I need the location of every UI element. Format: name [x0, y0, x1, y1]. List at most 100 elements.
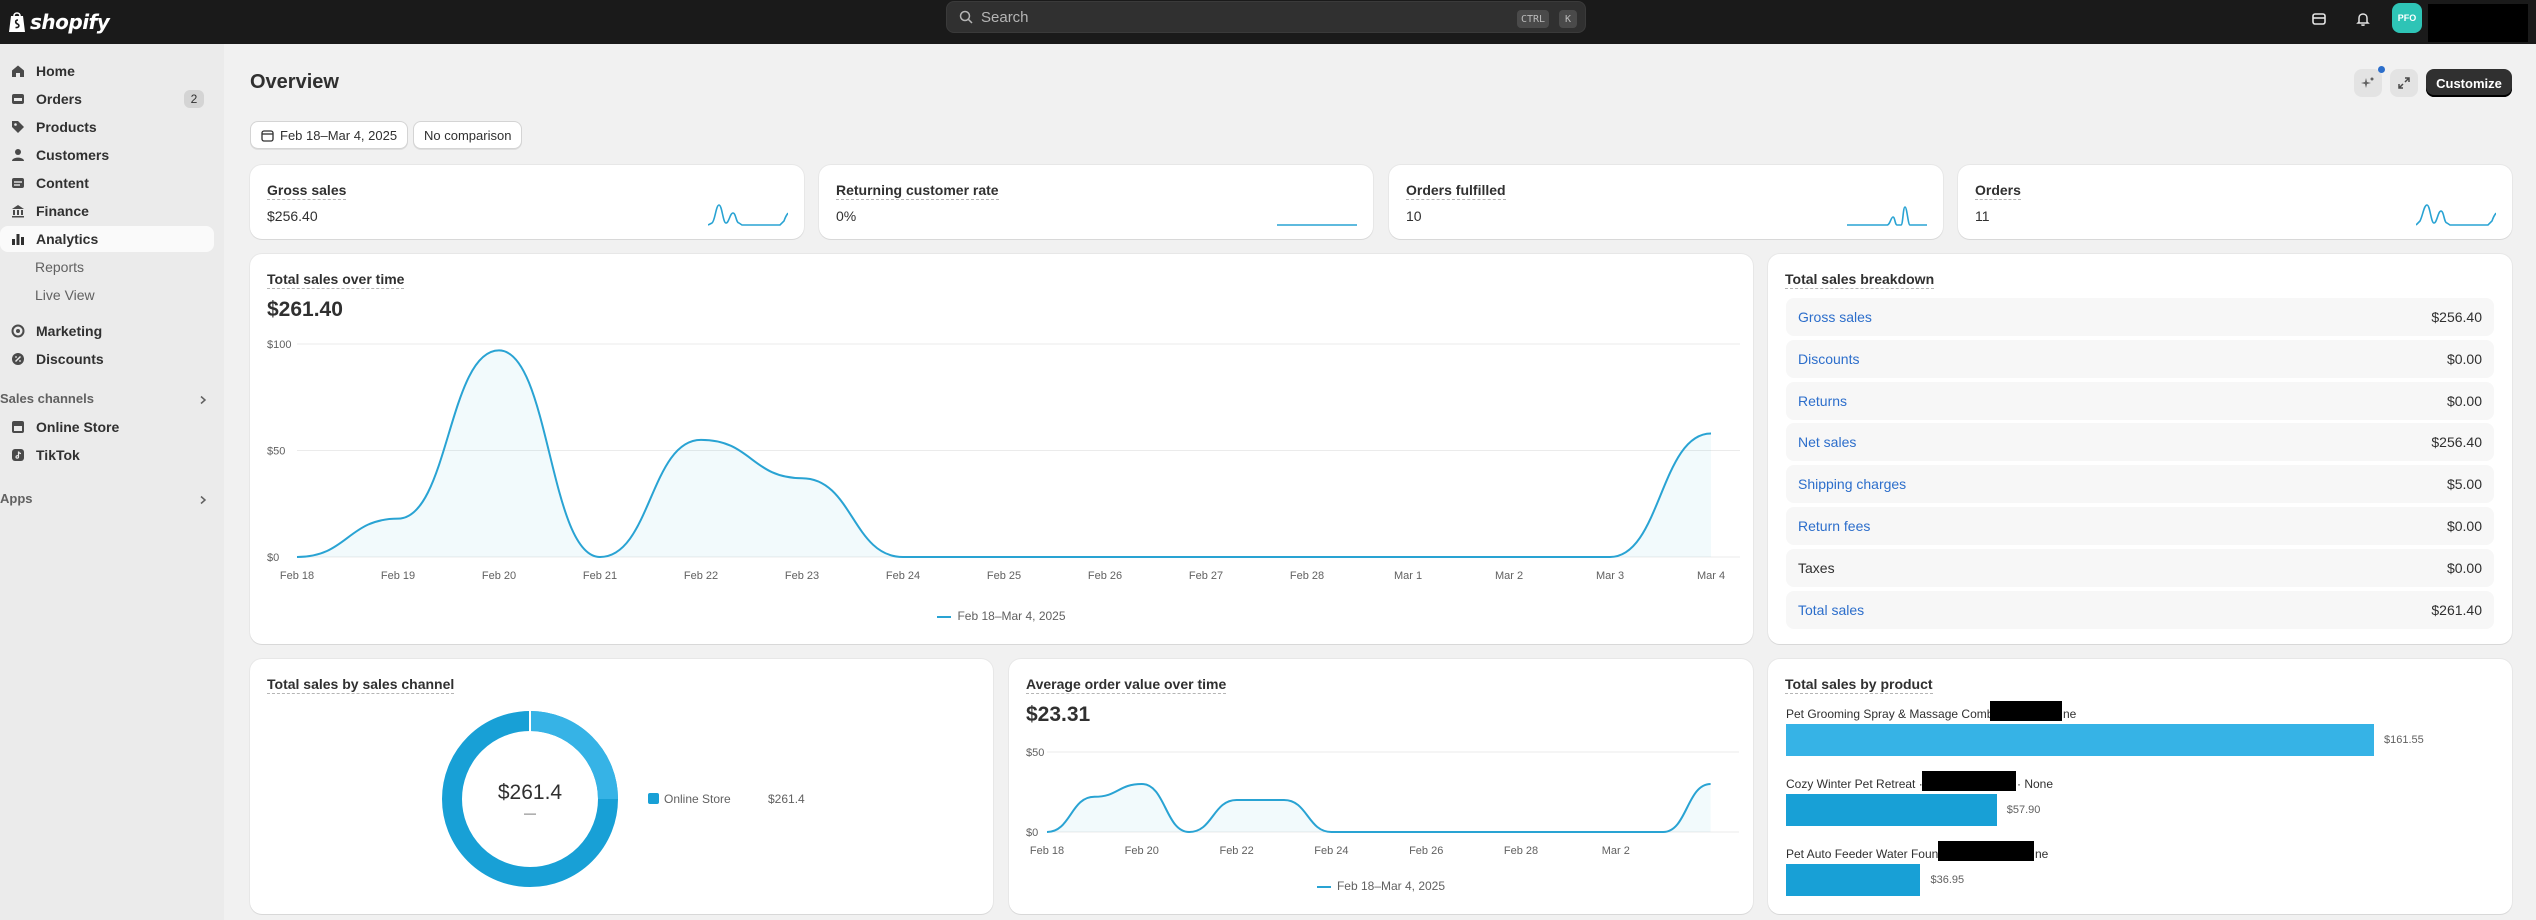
- customize-button[interactable]: Customize: [2426, 69, 2512, 97]
- x-tick-label: Feb 26: [1088, 570, 1122, 582]
- breakdown-row[interactable]: Return fees $0.00: [1786, 507, 2494, 545]
- breakdown-value: $0.00: [2446, 392, 2482, 409]
- redacted-text: [1938, 841, 2034, 861]
- breakdown-value: $256.40: [2431, 309, 2482, 325]
- average-order-value-card: Average order value over time $23.31 $50…: [1009, 659, 1753, 914]
- page-title: Overview: [250, 71, 339, 93]
- card-title[interactable]: Total sales by sales channel: [267, 676, 455, 694]
- card-title[interactable]: Total sales over time: [267, 271, 405, 289]
- apps-heading[interactable]: Apps: [0, 491, 33, 506]
- chart-legend: Feb 18–Mar 4, 2025: [1009, 879, 1753, 893]
- x-tick-label: Mar 2: [1602, 845, 1630, 857]
- avatar[interactable]: PFO: [2392, 3, 2422, 33]
- bell-icon: [2356, 13, 2370, 26]
- product-name: Pet Auto Feeder Water Fount: [1786, 847, 1942, 861]
- breakdown-value: $256.40: [2431, 434, 2482, 451]
- orders-count-badge: 2: [184, 90, 204, 108]
- redacted-text: [1922, 771, 2016, 791]
- date-range-picker[interactable]: Feb 18–Mar 4, 2025: [250, 121, 409, 149]
- sidebar-item-label: Analytics: [36, 231, 99, 247]
- sidebar-item-home[interactable]: Home: [0, 58, 214, 84]
- product-bar[interactable]: [1786, 864, 1921, 896]
- product-label[interactable]: Pet Auto Feeder Water Fount ne: [1786, 847, 2048, 861]
- redacted-text: [1990, 701, 2062, 721]
- chevron-right-icon[interactable]: [198, 395, 208, 405]
- sales-channels-heading[interactable]: Sales channels: [0, 391, 94, 406]
- x-tick-label: Feb 22: [1219, 845, 1253, 857]
- store-icon: [2312, 13, 2326, 25]
- top-bar: shopify Search CTRL K PFO: [0, 0, 2536, 44]
- product-label[interactable]: Pet Grooming Spray & Massage Comb · ne: [1786, 707, 2076, 721]
- metric-card-orders[interactable]: Orders 11: [1958, 165, 2512, 239]
- metric-value: 11: [1975, 208, 1990, 224]
- tiktok-icon: [10, 447, 26, 463]
- product-label[interactable]: Cozy Winter Pet Retreat · · None: [1786, 777, 2053, 791]
- home-icon: [10, 63, 26, 79]
- breakdown-row[interactable]: Returns $0.00: [1786, 381, 2494, 420]
- x-tick-label: Feb 26: [1409, 845, 1443, 857]
- sparkle-icon: [2361, 77, 2374, 88]
- ai-insights-button[interactable]: [2354, 66, 2385, 97]
- metric-card-gross-sales[interactable]: Gross sales $256.40: [250, 165, 804, 239]
- store-switcher-button[interactable]: [2308, 8, 2330, 30]
- analytics-icon: [10, 231, 26, 247]
- discount-icon: [10, 351, 26, 367]
- sparkline: [1277, 224, 1357, 226]
- product-bar-value: $36.95: [1930, 874, 1965, 886]
- y-tick-label: $0: [267, 552, 279, 564]
- breakdown-row[interactable]: Gross sales $256.40: [1786, 298, 2494, 336]
- sidebar-subitem-reports[interactable]: Reports: [35, 259, 85, 275]
- sidebar-item-label: Content: [36, 175, 89, 191]
- sidebar-item-online-store[interactable]: Online Store: [0, 414, 214, 440]
- sparkline: [2416, 204, 2496, 226]
- sidebar-item-orders[interactable]: Orders 2: [0, 86, 214, 112]
- sidebar-item-finance[interactable]: Finance: [0, 198, 214, 224]
- total-sales-over-time-card: Total sales over time $261.40 $100 $50 $0 F…: [250, 254, 1753, 644]
- shopify-logo[interactable]: shopify: [8, 8, 110, 36]
- metric-card-orders-fulfilled[interactable]: Orders fulfilled 10: [1389, 165, 1943, 239]
- sidebar-subitem-live-view[interactable]: Live View: [35, 287, 95, 303]
- shopify-bag-icon: [9, 12, 25, 32]
- breakdown-row[interactable]: Net sales $256.40: [1786, 423, 2494, 462]
- x-tick-label: Mar 1: [1394, 570, 1422, 582]
- breakdown-label: Total sales: [1798, 601, 1865, 618]
- sidebar-item-marketing[interactable]: Marketing: [0, 318, 214, 344]
- legend-label: Feb 18–Mar 4, 2025: [957, 609, 1066, 623]
- sidebar-item-label: Finance: [36, 203, 89, 219]
- breakdown-label: Taxes: [1798, 559, 1835, 576]
- breakdown-value: $261.40: [2431, 601, 2482, 618]
- product-bar[interactable]: [1786, 724, 2374, 756]
- sidebar-item-content[interactable]: Content: [0, 170, 214, 196]
- breakdown-row[interactable]: Shipping charges $5.00: [1786, 465, 2494, 504]
- content-icon: [10, 175, 26, 191]
- sidebar-item-customers[interactable]: Customers: [0, 142, 214, 168]
- sidebar-item-tiktok[interactable]: TikTok: [0, 442, 214, 468]
- aov-line-chart: $50 $0 Feb 18 Feb 20 Feb 22 Feb 24 Feb 26 Feb 2…: [1026, 747, 1739, 857]
- chevron-right-icon[interactable]: [198, 495, 208, 505]
- store-icon: [10, 419, 26, 435]
- card-title[interactable]: Average order value over time: [1026, 676, 1227, 694]
- breakdown-row[interactable]: Total sales $261.40: [1786, 590, 2494, 629]
- fullscreen-button[interactable]: [2390, 69, 2418, 97]
- notifications-button[interactable]: [2352, 8, 2374, 30]
- x-tick-label: Feb 28: [1290, 570, 1324, 582]
- notification-dot: [2378, 66, 2385, 73]
- breakdown-row[interactable]: Discounts $0.00: [1786, 339, 2494, 378]
- metric-value: 10: [1406, 208, 1422, 224]
- y-tick-label: $50: [267, 446, 285, 458]
- sidebar-item-products[interactable]: Products: [0, 114, 214, 140]
- person-icon: [10, 147, 26, 163]
- product-bar[interactable]: [1786, 794, 1997, 826]
- calendar-icon: [261, 129, 274, 142]
- card-title[interactable]: Total sales by product: [1785, 676, 1933, 694]
- card-title[interactable]: Total sales breakdown: [1785, 271, 1935, 289]
- comparison-picker[interactable]: No comparison: [413, 121, 523, 149]
- orders-icon: [10, 91, 26, 107]
- sidebar-item-discounts[interactable]: Discounts: [0, 346, 214, 372]
- sidebar-item-analytics[interactable]: Analytics: [0, 226, 214, 252]
- metric-card-returning-customer-rate[interactable]: Returning customer rate 0%: [819, 165, 1373, 239]
- search-bar[interactable]: Search CTRL K: [946, 1, 1586, 33]
- breakdown-label: Returns: [1798, 392, 1848, 409]
- shortcut-ctrl-key: CTRL: [1517, 10, 1550, 28]
- product-variant: · None: [2017, 777, 2054, 791]
